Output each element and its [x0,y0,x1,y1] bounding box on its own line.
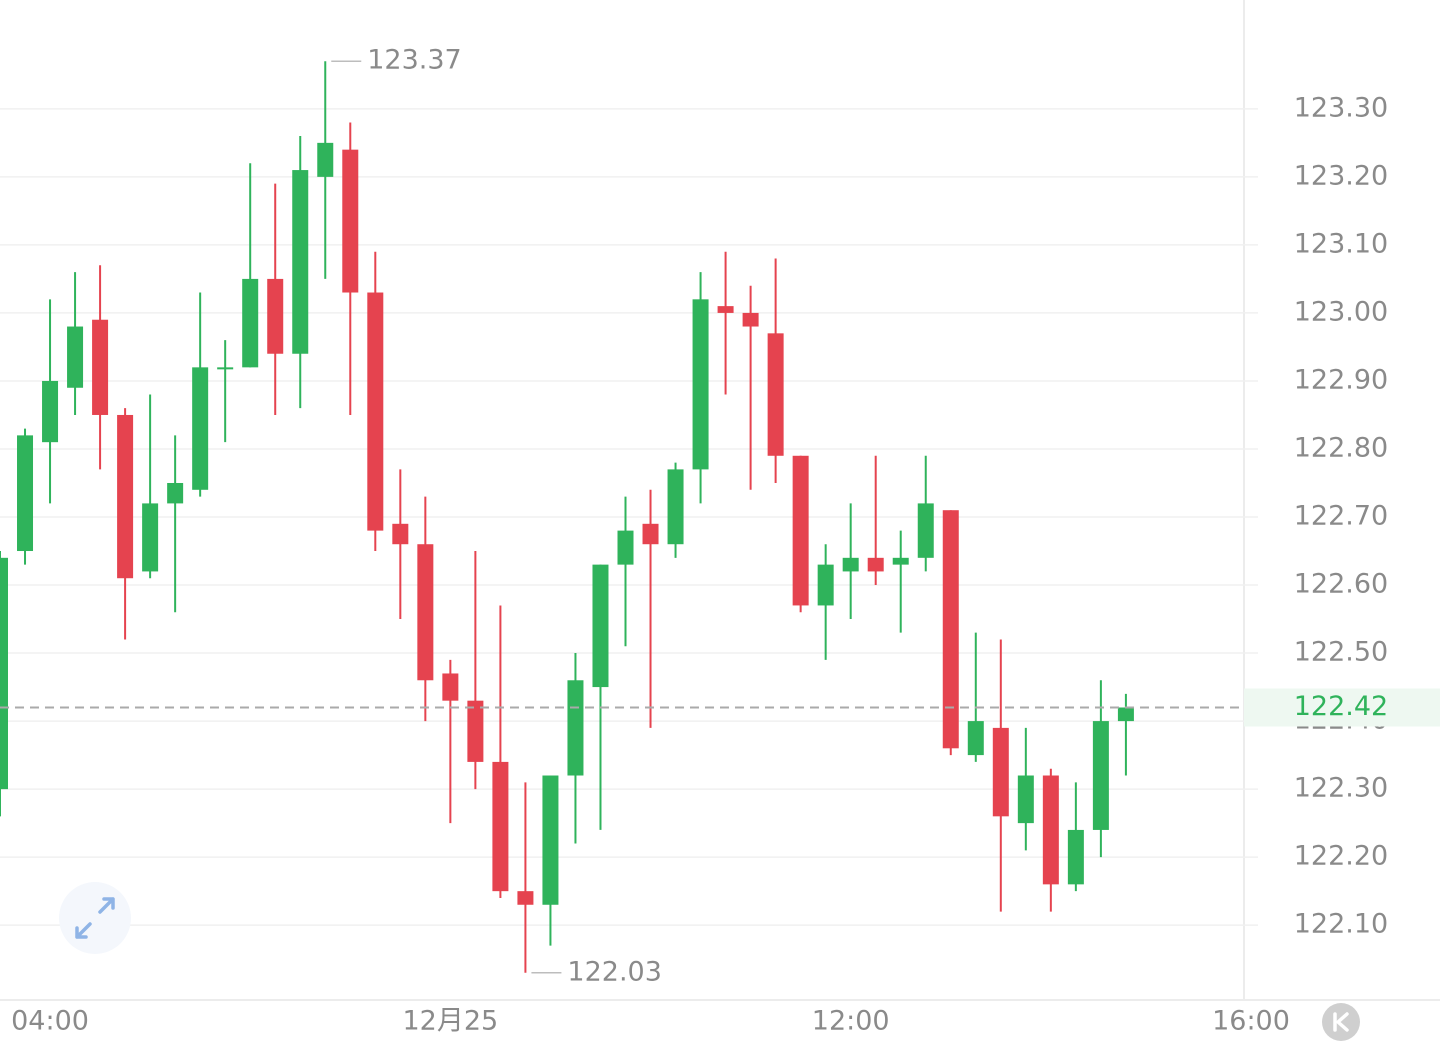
candle-body [467,700,484,762]
y-tick-label: 122.30 [1294,773,1388,804]
candle-body [692,299,709,470]
candle-body [42,380,59,443]
candle-body [1042,775,1059,885]
candle-body [767,333,784,456]
candle-body [442,673,459,701]
candle-body [842,557,859,572]
x-tick-label: 12:00 [812,1006,890,1037]
candle-body [292,170,309,354]
candle-body [517,891,534,905]
y-tick-label: 122.60 [1294,569,1388,600]
candle-body [817,564,834,606]
candle-body [642,523,659,545]
candle-body [417,544,434,681]
candle-body [992,727,1009,817]
last-price-bg [1244,688,1440,727]
y-tick-label: 122.80 [1294,432,1388,463]
x-tick-label: 04:00 [11,1006,89,1037]
candle-body [667,469,684,545]
overlay: 123.37 122.03 122.42 [0,45,1440,987]
y-tick-label: 123.10 [1294,228,1388,259]
candle-body [267,278,284,354]
candles [0,61,1134,973]
candle-body [542,775,559,905]
candle-body [717,306,734,313]
candle-body [67,326,84,388]
x-tick-label: 12月25 [403,1006,499,1037]
extreme-label: 123.37 [367,45,461,76]
x-tick-label: 16:00 [1212,1006,1290,1037]
candle-body [942,510,959,749]
candle-body [492,761,509,892]
candle-body [142,503,159,572]
candle-body [117,414,134,579]
candle-body [167,482,184,504]
last-price-label: 122.42 [1294,691,1388,722]
candle-body [92,319,109,415]
candle-body [1117,707,1134,722]
extreme-label: 122.03 [567,956,661,987]
grid: 122.10122.20122.30122.40122.50122.60122.… [0,92,1388,1037]
candle-body [592,564,609,688]
y-tick-label: 122.50 [1294,637,1388,668]
candle-body [1017,775,1034,824]
candle-body [217,367,234,370]
candle-body [617,530,634,565]
candle-body [17,435,34,552]
y-tick-label: 123.20 [1294,160,1388,191]
candle-body [317,142,334,177]
y-tick-label: 122.90 [1294,364,1388,395]
candle-body [567,680,584,776]
candle-body [792,455,809,606]
y-tick-label: 122.20 [1294,841,1388,872]
candle-body [742,312,759,327]
candle-body [392,523,409,545]
candle-body [967,721,984,756]
candle-body [892,557,909,565]
k-button[interactable] [1322,1003,1360,1041]
candle-body [242,278,259,368]
candle-body [367,292,384,531]
candle-body [342,149,359,293]
y-tick-label: 123.00 [1294,296,1388,327]
y-tick-label: 122.10 [1294,909,1388,940]
y-tick-label: 122.70 [1294,501,1388,532]
candle-body [867,557,884,572]
candle-body [917,503,934,558]
candle-body [192,367,209,490]
candle-body [0,557,8,790]
candle-body [1092,721,1109,830]
expand-button[interactable] [59,882,131,954]
candle-body [1067,829,1084,885]
y-tick-label: 123.30 [1294,92,1388,123]
